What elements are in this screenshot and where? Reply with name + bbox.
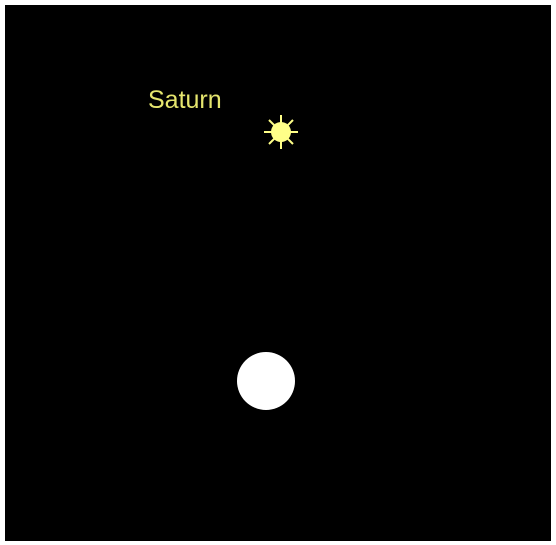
sky-view: Saturn: [0, 0, 556, 545]
object-label: Saturn: [148, 86, 222, 114]
sky-background: [5, 5, 551, 541]
bright-object[interactable]: [237, 352, 295, 410]
saturn-marker[interactable]: [264, 115, 298, 149]
marker-rays: [264, 115, 298, 149]
